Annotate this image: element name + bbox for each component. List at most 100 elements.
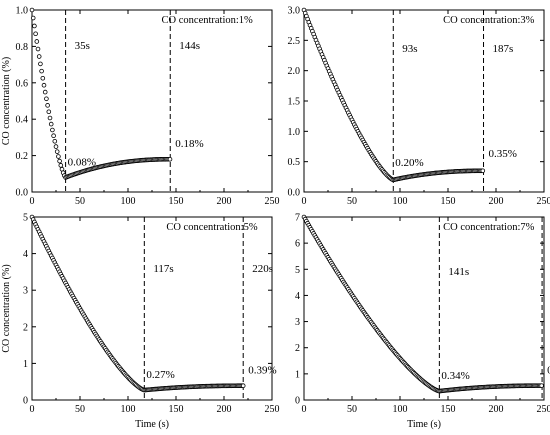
chart-panel-3: 0 50 100 150 200 250 0 1 2 3 4 5 CO concentration (%… (1, 213, 280, 431)
y-tick-label: 3.0 (288, 6, 301, 17)
data-point (52, 138, 58, 144)
x-tick-label: 250 (265, 196, 280, 207)
data-point (32, 23, 37, 29)
y-axis-title: CO concentration (%) (1, 264, 12, 352)
data-point (30, 15, 36, 21)
value-label: 0.27% (146, 369, 174, 381)
y-tick-label: 1 (295, 369, 300, 380)
x-tick-label: 0 (302, 404, 307, 415)
data-point (39, 68, 44, 74)
panel-label: CO concentration:1% (162, 15, 254, 26)
chart-panel-1: 0 50 100 150 200 250 0.0 0.2 0.4 0.6 0.8 1.0 CO conc… (1, 6, 280, 208)
y-axis-title: CO concentration (%) (1, 57, 12, 145)
data-point (480, 168, 486, 174)
plot-frame (303, 9, 545, 193)
y-tick-label: 1.0 (288, 127, 301, 138)
x-tick-label: 0 (30, 196, 35, 207)
data-point (51, 133, 56, 139)
data-point (40, 75, 46, 81)
data-point (41, 82, 47, 88)
y-tick-label: 0.0 (16, 188, 29, 199)
y-tick-label: 0 (295, 396, 300, 407)
panel-label: CO concentration:3% (443, 15, 535, 26)
time-marker-label: 220s (252, 263, 273, 275)
data-point (56, 154, 61, 159)
y-tick-label: 0.0 (288, 188, 301, 199)
x-tick-label: 50 (347, 404, 357, 415)
x-tick-label: 100 (121, 404, 136, 415)
value-label: 0.08% (68, 156, 96, 168)
x-tick-label: 0 (30, 404, 35, 415)
y-tick-label: 2.5 (288, 36, 301, 47)
data-point (46, 109, 52, 115)
data-point (35, 46, 41, 52)
value-label: 0.20% (395, 157, 423, 169)
data-point (539, 383, 544, 388)
value-label: 0.34% (441, 370, 469, 382)
data-point (53, 144, 59, 149)
value-label: 0.55% (547, 365, 550, 377)
y-tick-label: 4 (295, 291, 300, 302)
plot-frame (303, 216, 545, 401)
y-tick-label: 5 (23, 213, 28, 224)
time-marker-label: 187s (493, 43, 514, 55)
chart-panel-2: 0 50 100 150 200 250 0.0 0.5 1.0 1.5 2.0 2.5 3.0 CO c… (288, 6, 550, 208)
data-point (38, 61, 43, 67)
y-tick-label: 2 (295, 343, 300, 354)
x-axis-title: Time (s) (135, 419, 169, 430)
y-tick-label: 0 (23, 396, 28, 407)
data-point (42, 89, 48, 95)
x-axis-title: Time (s) (407, 419, 441, 430)
x-tick-label: 150 (169, 196, 184, 207)
data-point (58, 163, 64, 168)
time-marker-label: 141s (448, 266, 469, 278)
x-tick-label: 100 (393, 196, 408, 207)
time-marker-label: 93s (402, 43, 417, 55)
value-label: 0.39% (248, 365, 276, 377)
x-tick-label: 250 (537, 404, 550, 415)
data-point (240, 383, 246, 389)
series-points (29, 214, 246, 393)
data-point (47, 115, 53, 121)
y-tick-label: 0.4 (16, 115, 29, 126)
x-tick-label: 250 (265, 404, 280, 415)
y-tick-label: 3 (295, 317, 300, 328)
panel-label: CO concentration:5% (166, 222, 258, 233)
y-tick-label: 0.5 (288, 157, 301, 168)
data-point (54, 149, 60, 154)
panel-label: CO concentration:7% (443, 222, 535, 233)
y-tick-label: 7 (295, 213, 300, 224)
data-point (45, 103, 50, 108)
x-tick-label: 100 (121, 196, 136, 207)
y-tick-label: 0.8 (16, 42, 29, 53)
y-tick-label: 3 (23, 286, 28, 297)
data-point (48, 121, 54, 127)
y-tick-label: 0.6 (16, 78, 29, 89)
series-points (301, 214, 544, 394)
x-tick-label: 150 (169, 404, 184, 415)
series-points (29, 7, 173, 180)
y-tick-label: 2 (23, 322, 28, 333)
data-point (44, 96, 49, 102)
data-point (167, 156, 173, 162)
x-tick-label: 50 (347, 196, 357, 207)
x-tick-label: 150 (441, 196, 456, 207)
time-marker-label: 35s (75, 40, 90, 52)
series-points (301, 7, 486, 183)
data-point (29, 7, 35, 13)
x-tick-label: 50 (75, 196, 85, 207)
x-tick-label: 100 (393, 404, 408, 415)
time-marker-label: 117s (153, 263, 173, 275)
data-point (33, 31, 38, 37)
value-label: 0.35% (489, 148, 517, 160)
x-tick-label: 200 (217, 196, 232, 207)
x-tick-label: 200 (489, 404, 504, 415)
y-tick-label: 4 (23, 249, 28, 260)
data-point (50, 127, 55, 133)
y-tick-label: 6 (295, 239, 300, 250)
time-marker-label: 144s (179, 40, 200, 52)
y-tick-label: 1 (23, 359, 28, 370)
y-tick-label: 2.0 (288, 66, 301, 77)
y-tick-label: 0.2 (16, 151, 29, 162)
